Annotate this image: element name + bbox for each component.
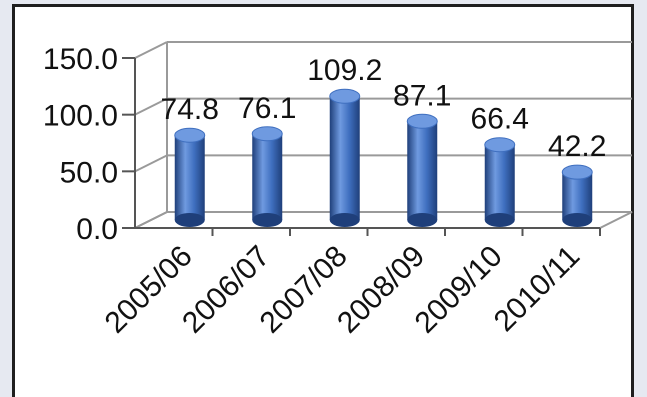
bar-top	[329, 88, 361, 104]
data-label: 42.2	[548, 130, 606, 163]
gridline-side	[134, 41, 168, 59]
gridline-side	[134, 154, 168, 173]
bars	[174, 88, 593, 227]
bar	[406, 113, 438, 227]
bar	[484, 137, 516, 227]
y-tick-label: 0.0	[76, 213, 118, 246]
bar	[561, 164, 593, 227]
bar-base	[329, 213, 360, 227]
data-labels: 74.8 76.1 109.2 87.1 66.4 42.2	[161, 54, 607, 163]
gridline-side	[134, 97, 168, 116]
data-label: 66.4	[471, 103, 529, 136]
bar-body	[407, 121, 438, 220]
data-label: 87.1	[393, 79, 451, 112]
bar-body	[484, 144, 515, 220]
bar-base	[562, 213, 593, 227]
bar-top	[561, 164, 593, 180]
bar	[251, 126, 283, 227]
bar-body	[329, 96, 360, 220]
y-tick-labels: 0.0 50.0 100.0 150.0	[43, 43, 118, 246]
bar-base	[174, 213, 205, 227]
y-tick-label: 150.0	[43, 43, 118, 76]
data-label: 109.2	[307, 54, 382, 87]
axes	[122, 57, 601, 236]
bar-base	[407, 213, 438, 227]
chart-floor	[134, 211, 633, 229]
bar	[329, 88, 361, 227]
bar-top	[251, 126, 283, 142]
x-tick-labels: 2005/062006/072007/082008/092009/102010/…	[99, 240, 587, 340]
y-tick-label: 50.0	[60, 156, 118, 189]
data-label: 74.8	[161, 93, 219, 126]
x-tick-label: 2010/11	[488, 240, 586, 338]
x-tick-label: 2009/10	[409, 240, 509, 340]
chart-frame	[12, 4, 634, 397]
bar-top	[174, 127, 206, 143]
bar	[174, 127, 206, 227]
bar-top	[406, 113, 438, 129]
data-label: 76.1	[238, 92, 296, 125]
bar-body	[174, 135, 205, 220]
bar-body	[562, 172, 593, 220]
bar-top	[484, 137, 516, 153]
bar-base	[252, 213, 283, 227]
bar-base	[484, 213, 515, 227]
bar-body	[252, 133, 283, 220]
y-tick-label: 100.0	[43, 100, 118, 133]
